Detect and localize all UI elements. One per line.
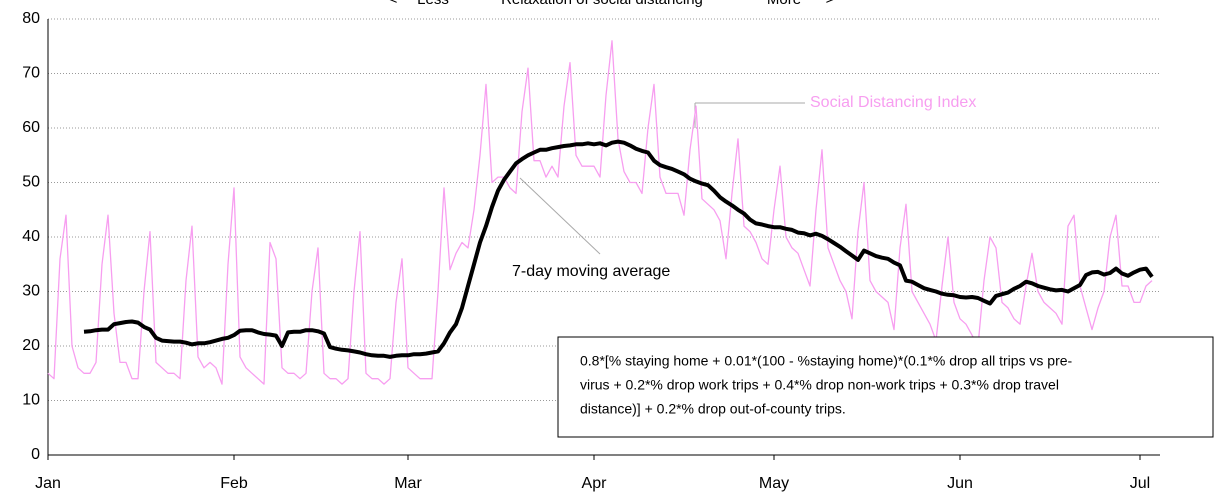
x-tick-label: Mar [394,475,422,492]
x-tick-label: May [759,475,789,492]
x-tick-label: Jun [947,475,973,492]
x-tick-label: Apr [582,475,608,492]
y-tick-label: 0 [31,446,40,463]
y-tick-label: 40 [22,228,40,245]
note-text: distance)] + 0.2*% drop out-of-county tr… [580,401,846,417]
y-tick-label: 20 [22,337,40,354]
note-box [557,336,1214,438]
series-label: 7-day moving average [512,263,670,280]
x-tick-label: Jul [1130,475,1150,492]
header-text: Less [417,0,449,8]
note-text: 0.8*[% staying home + 0.01*(100 - %stayi… [580,353,1073,369]
header-text: < [389,0,398,8]
x-tick-label: Feb [220,475,248,492]
x-tick-label: Jan [35,475,61,492]
y-tick-label: 50 [22,174,40,191]
y-tick-label: 10 [22,392,40,409]
y-tick-label: 70 [22,65,40,82]
y-tick-label: 80 [22,10,40,27]
y-tick-label: 60 [22,119,40,136]
y-tick-label: 30 [22,283,40,300]
header-text: More [767,0,801,8]
series-label: Social Distancing Index [810,94,976,111]
leader-line [519,177,601,255]
series-line [47,40,1153,385]
series-line [83,139,1154,359]
note-text: virus + 0.2*% drop work trips + 0.4*% dr… [580,377,1059,393]
header-text: > [826,0,835,8]
header-text: Relaxation of social distancing [501,0,703,8]
